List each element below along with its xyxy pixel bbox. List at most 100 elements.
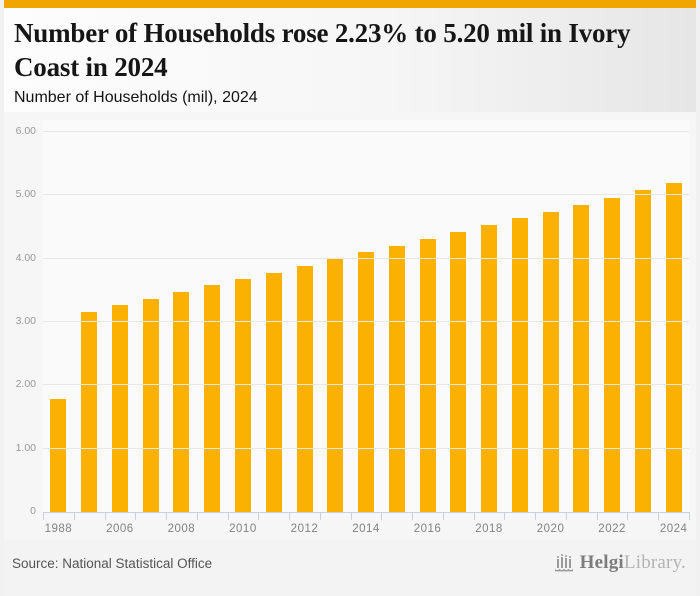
bar-2013 (327, 259, 344, 512)
x-axis-tick-label: 1988 (44, 523, 73, 535)
bar-slot (597, 120, 628, 512)
bar-2009 (204, 285, 221, 512)
x-axis-tick (289, 512, 291, 520)
bar-slot (474, 120, 505, 512)
y-axis-tick-label: 3.00 (15, 315, 36, 327)
x-axis-tick (627, 512, 629, 520)
x-axis-tick (227, 512, 229, 520)
bar-slot (351, 120, 382, 512)
x-axis-tick-label: 2018 (475, 523, 503, 535)
x-axis-tick (166, 512, 168, 520)
bar-2014 (358, 252, 375, 512)
bar-slot (658, 120, 689, 512)
x-axis-tick-label: 2020 (536, 523, 565, 535)
gridline (43, 447, 689, 449)
bar-slot (258, 120, 289, 512)
bar-2015 (388, 246, 405, 512)
y-axis-tick-label: 1.00 (15, 441, 36, 454)
bar-2016 (419, 239, 436, 512)
bar-2017 (450, 232, 467, 512)
y-axis-tick-label: 4.00 (15, 251, 36, 264)
x-axis-tick (535, 512, 537, 520)
x-axis-tick-label: 2006 (106, 523, 134, 535)
bar-slot (135, 120, 166, 512)
logo-text-library: Library. (623, 552, 686, 573)
bar-slot (74, 120, 105, 512)
bar-2011 (265, 272, 282, 512)
x-axis-tick-label: 2010 (229, 523, 257, 535)
x-axis-tick (350, 512, 352, 520)
bar-slot (43, 120, 74, 512)
bar-slot (197, 120, 228, 512)
bar-1988 (50, 398, 67, 512)
x-axis-tick (319, 512, 321, 520)
x-axis-tick-label: 2022 (598, 523, 626, 535)
bar-slot (443, 120, 474, 512)
chart-title: Number of Households rose 2.23% to 5.20 … (14, 18, 631, 82)
bar-2005 (81, 311, 98, 512)
x-axis-tick-label: 2024 (659, 523, 688, 535)
chart-footer: Source: National Statistical Office Helg… (4, 540, 696, 596)
bar-slot (166, 120, 197, 512)
bar-2006 (111, 304, 128, 512)
y-axis-tick-label: 2.00 (15, 378, 36, 391)
plot-area: 6.00 5.00 4.00 3.00 2.00 1.00 0 1988 2006 2008 201… (16, 120, 690, 535)
x-axis-tick (658, 512, 660, 520)
helgi-tower-icon (554, 554, 573, 572)
x-axis-tick (104, 512, 106, 520)
gridline (43, 321, 689, 322)
bar-slot (412, 120, 443, 512)
gridline (43, 384, 689, 386)
bar-2010 (234, 278, 251, 512)
x-axis-line (43, 512, 689, 513)
x-axis-tick-label: 2012 (290, 523, 319, 535)
x-axis-tick (135, 512, 137, 520)
chart-subtitle: Number of Households (mil), 2024 (14, 89, 258, 106)
x-axis-tick (258, 512, 260, 520)
bar-slot (228, 120, 259, 512)
y-axis-tick-label: 5.00 (15, 188, 36, 201)
bar-2007 (142, 298, 159, 512)
x-axis-tick (196, 512, 198, 520)
bar-2022 (604, 197, 621, 512)
bar-chart: 6.00 5.00 4.00 3.00 2.00 1.00 0 1988 2006 2008 201… (4, 112, 696, 540)
bars-container (43, 120, 689, 512)
bar-2024 (665, 182, 682, 512)
bar-slot (566, 120, 597, 512)
bar-2023 (634, 189, 651, 512)
bar-2018 (481, 225, 498, 512)
x-axis-tick (412, 512, 414, 520)
gridline (43, 194, 689, 196)
x-axis-tick (73, 512, 75, 520)
x-axis-tick (442, 512, 444, 520)
bar-2020 (542, 211, 559, 512)
top-accent-bar (4, 0, 696, 8)
x-axis-tick (504, 512, 506, 520)
bar-slot (320, 120, 351, 512)
x-axis-tick-label: 2008 (167, 523, 196, 535)
bar-slot (289, 120, 320, 512)
bar-slot (628, 120, 659, 512)
y-axis-tick-label: 0 (30, 505, 36, 517)
logo-text-helgi: Helgi (579, 552, 624, 573)
x-axis-tick-label: 2016 (413, 523, 442, 535)
x-axis-tick (43, 512, 44, 520)
gridline (43, 257, 689, 259)
x-axis-tick (689, 512, 690, 520)
x-axis-tick (596, 512, 598, 520)
y-axis-tick-label: 6.00 (15, 125, 36, 137)
bar-slot (381, 120, 412, 512)
bar-slot (504, 120, 535, 512)
logo-text: HelgiLibrary. (580, 552, 686, 574)
bar-slot (535, 120, 566, 512)
x-axis-tick (381, 512, 383, 520)
x-axis-tick (565, 512, 567, 520)
bar-2019 (511, 218, 528, 512)
gridline (43, 131, 689, 132)
bar-2008 (173, 291, 190, 512)
source-note: Source: National Statistical Office (12, 556, 213, 571)
bar-2012 (296, 266, 313, 512)
helgi-library-logo[interactable]: HelgiLibrary. (553, 552, 686, 574)
x-axis-tick-label: 2014 (352, 523, 380, 535)
